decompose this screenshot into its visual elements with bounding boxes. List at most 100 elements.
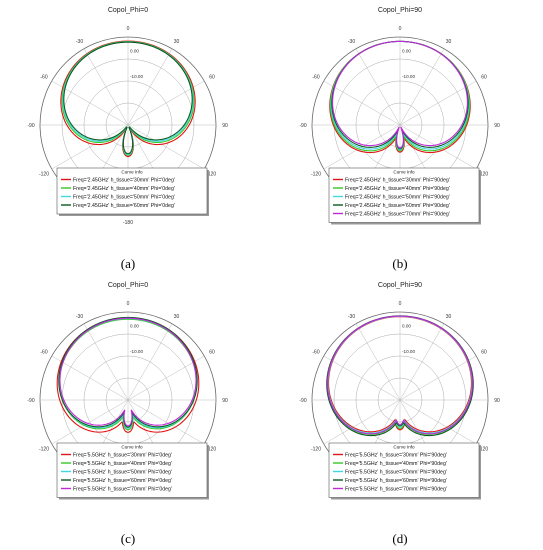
panel-caption: (c) (121, 531, 135, 546)
legend-entry-3: Freq='2.45GHz' h_tissue='50mm' Phi='0deg… (73, 194, 175, 200)
grid-spoke (323, 80, 401, 126)
legend-title: Curve Info (393, 445, 415, 450)
theta-tick-label: -60 (312, 350, 319, 356)
grid-spoke (127, 48, 173, 126)
grid-spoke (323, 399, 401, 445)
theta-tick-label: 120 (208, 447, 217, 453)
legend-entry-1: Freq='2.45GHz' h_tissue='30mm' Phi='90de… (345, 177, 450, 183)
theta-tick-label: -30 (76, 39, 83, 45)
series-line-3 (62, 41, 194, 156)
panel-b: Copol_Phi=900306090120150-180-150-120-90… (272, 0, 543, 275)
theta-tick-label: -180 (123, 220, 133, 226)
theta-tick-label: 60 (209, 350, 215, 356)
grid-spoke (51, 124, 129, 170)
theta-tick-label: 90 (494, 398, 500, 404)
legend-entry-2: Freq='2.45GHz' h_tissue='40mm' Phi='90de… (345, 186, 450, 192)
chart-title: Copol_Phi=0 (108, 7, 148, 14)
grid-spoke (399, 399, 477, 445)
legend-entry-4: Freq='2.45GHz' h_tissue='60mm' Phi='90de… (345, 203, 450, 209)
theta-tick-label: 90 (222, 123, 228, 129)
chart-title: Copol_Phi=90 (378, 282, 422, 289)
panel-d: Copol_Phi=900306090120150-180-150-120-90… (272, 275, 543, 550)
theta-tick-label: 30 (174, 39, 180, 45)
grid-spoke (51, 355, 129, 401)
theta-tick-label: -120 (39, 172, 49, 178)
theta-tick-label: 0 (399, 26, 402, 32)
radial-label: -10.00 (402, 74, 415, 79)
legend-box (328, 442, 480, 498)
grid-spoke (51, 399, 129, 445)
theta-tick-label: 60 (481, 350, 487, 356)
legend-entry-5: Freq='5.5GHz' h_tissue='70mm' Phi='0deg' (73, 486, 172, 492)
grid-spoke (399, 48, 445, 126)
polar-chart-c: Copol_Phi=00306090120150-180-150-120-90-… (27, 282, 228, 546)
series-line-5 (59, 317, 197, 427)
theta-tick-label: -120 (311, 172, 321, 178)
legend-title: Curve Info (393, 170, 415, 175)
radial-label: 0.00 (402, 48, 411, 53)
grid-spoke (83, 48, 129, 126)
theta-tick-label: 120 (480, 447, 489, 453)
panel-a: Copol_Phi=00306090120150-180-150-120-90-… (0, 0, 271, 275)
grid-spoke (355, 323, 401, 401)
theta-tick-label: 0 (127, 301, 130, 307)
grid-spoke (399, 124, 477, 170)
theta-tick-label: 90 (222, 398, 228, 404)
legend-title: Curve Info (121, 445, 143, 450)
legend-entry-4: Freq='2.45GHz' h_tissue='60mm' Phi='0deg… (73, 203, 175, 209)
legend-entry-4: Freq='5.5GHz' h_tissue='60mm' Phi='90deg… (345, 478, 447, 484)
radial-label: -10.00 (402, 349, 415, 354)
legend-entry-2: Freq='2.45GHz' h_tissue='40mm' Phi='0deg… (73, 186, 175, 192)
polar-chart-d: Copol_Phi=900306090120150-180-150-120-90… (299, 282, 500, 546)
theta-tick-label: 120 (480, 172, 489, 178)
panel-caption: (a) (121, 256, 135, 271)
radial-label: 0.00 (402, 323, 411, 328)
grid-spoke (399, 355, 477, 401)
theta-tick-label: -60 (40, 75, 47, 81)
theta-tick-label: 120 (208, 172, 217, 178)
series-line-4 (63, 41, 193, 155)
legend-box (56, 442, 208, 498)
theta-tick-label: -30 (76, 314, 83, 320)
theta-tick-label: -90 (27, 123, 34, 129)
series-line-5 (332, 40, 468, 149)
panel-caption: (d) (392, 531, 407, 546)
panel-c: Copol_Phi=00306090120150-180-150-120-90-… (0, 275, 271, 550)
theta-tick-label: 60 (481, 75, 487, 81)
legend-entry-4: Freq='5.5GHz' h_tissue='60mm' Phi='0deg' (73, 478, 172, 484)
theta-tick-label: 0 (127, 26, 130, 32)
grid-spoke (399, 80, 477, 126)
theta-tick-label: 90 (494, 123, 500, 129)
theta-tick-label: 60 (209, 75, 215, 81)
legend-entry-5: Freq='2.45GHz' h_tissue='70mm' Phi='90de… (345, 211, 450, 217)
grid-spoke (355, 48, 401, 126)
series-line-1 (56, 317, 200, 433)
legend-entry-5: Freq='5.5GHz' h_tissue='70mm' Phi='90deg… (345, 486, 447, 492)
theta-tick-label: -60 (40, 350, 47, 356)
chart-title: Copol_Phi=90 (378, 7, 422, 14)
legend-box (328, 167, 480, 223)
series-line-2 (61, 41, 195, 156)
theta-tick-label: 0 (399, 301, 402, 307)
theta-tick-label: 30 (174, 314, 180, 320)
theta-tick-label: -90 (299, 398, 306, 404)
grid-spoke (127, 355, 205, 401)
series-line-4 (58, 316, 198, 428)
theta-tick-label: -120 (311, 447, 321, 453)
legend-entry-1: Freq='5.5GHz' h_tissue='30mm' Phi='90deg… (345, 452, 447, 458)
radial-label: 0.00 (130, 48, 139, 53)
theta-tick-label: 30 (446, 314, 452, 320)
series-line-5 (326, 315, 474, 435)
panel-caption: (b) (392, 256, 407, 271)
theta-tick-label: -60 (312, 75, 319, 81)
polar-chart-b: Copol_Phi=900306090120150-180-150-120-90… (299, 7, 500, 271)
legend-title: Curve Info (121, 170, 143, 175)
legend-entry-3: Freq='5.5GHz' h_tissue='50mm' Phi='90deg… (345, 469, 447, 475)
theta-tick-label: -120 (39, 447, 49, 453)
radial-label: -10.00 (130, 74, 143, 79)
legend-box (56, 167, 208, 215)
theta-tick-label: -30 (348, 314, 355, 320)
grid-spoke (127, 323, 173, 401)
legend-entry-1: Freq='2.45GHz' h_tissue='30mm' Phi='0deg… (73, 177, 175, 183)
series-line-1 (60, 40, 196, 158)
